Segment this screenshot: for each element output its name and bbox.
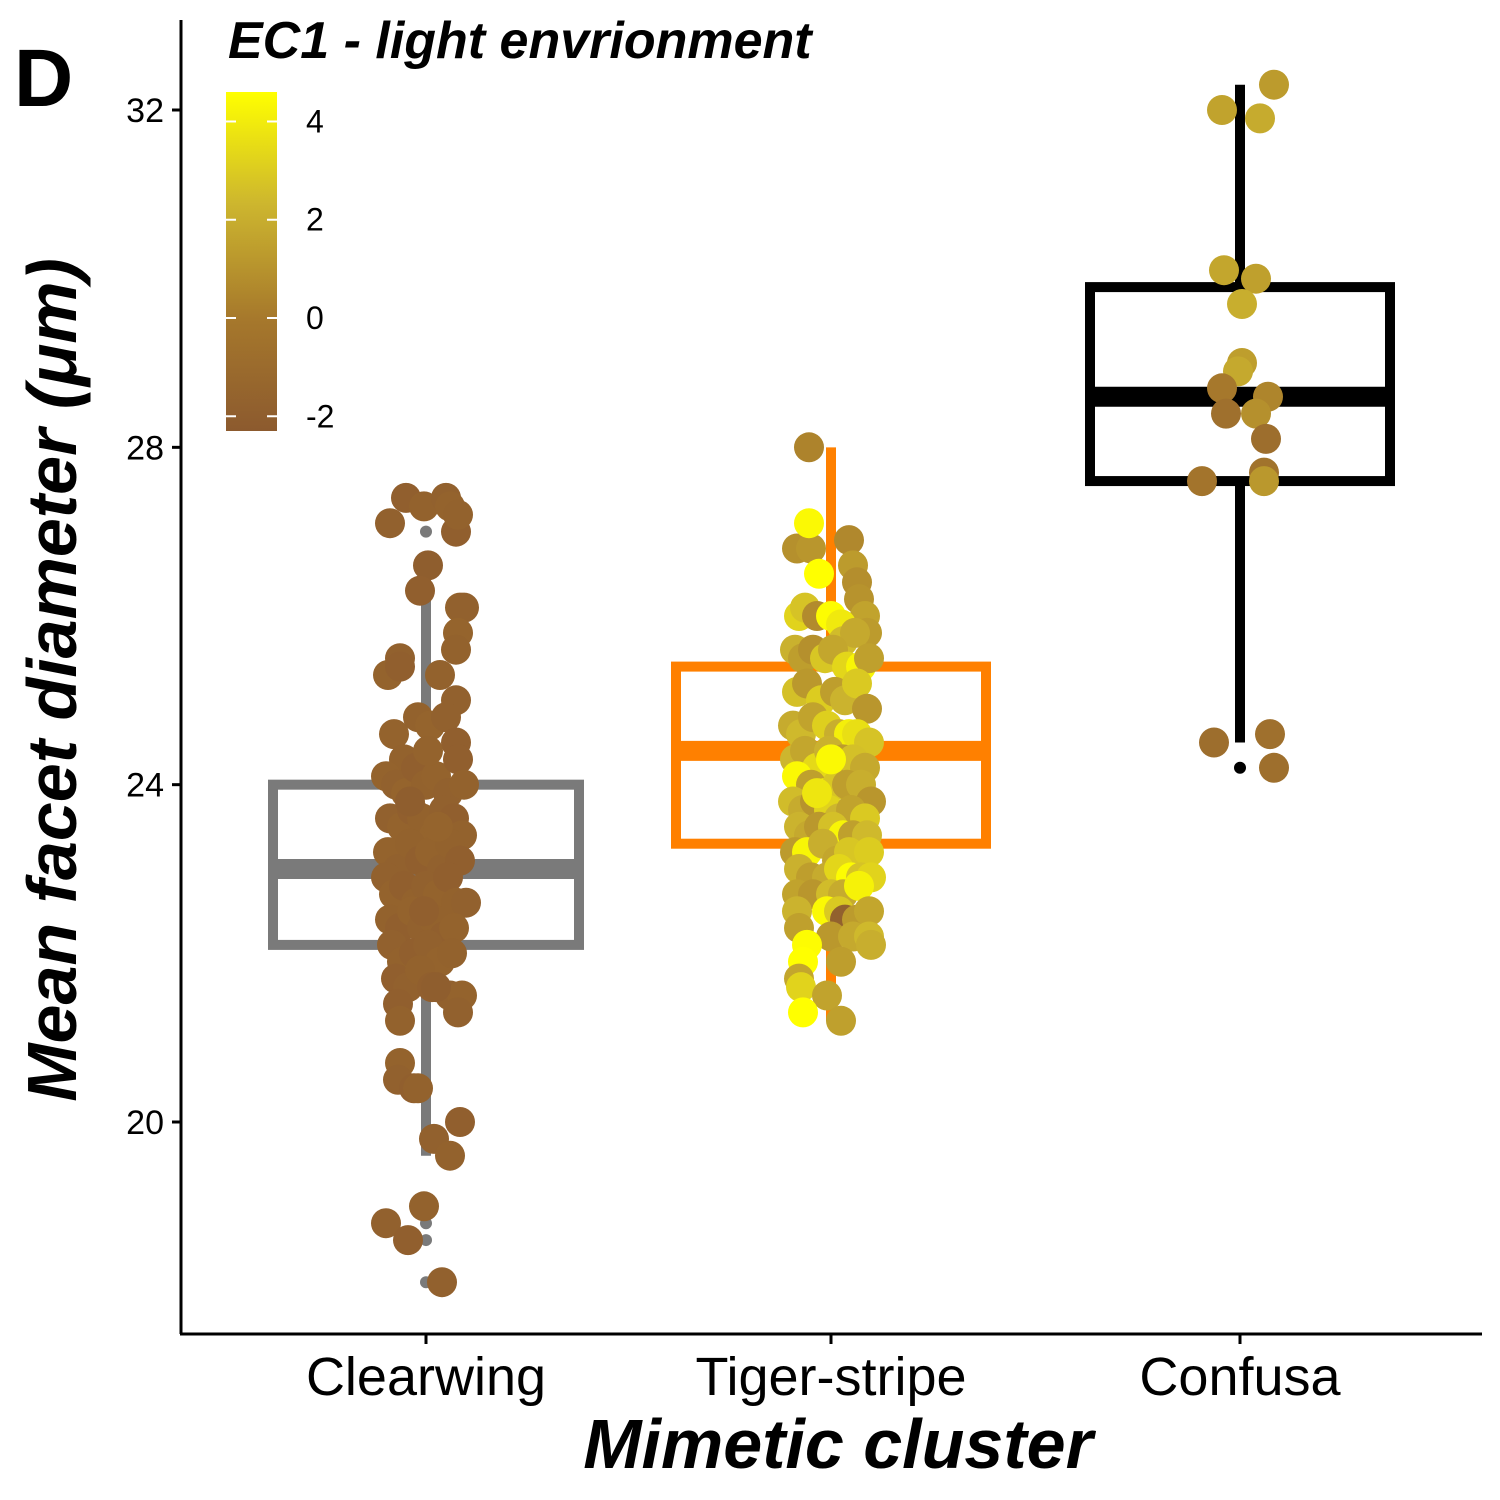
data-point — [816, 744, 846, 775]
data-point — [449, 592, 479, 623]
x-category-label: Tiger-stripe — [695, 1347, 966, 1407]
data-point — [1241, 398, 1271, 429]
data-point — [802, 778, 832, 809]
data-point — [1227, 289, 1257, 319]
panel-letter: D — [14, 33, 73, 124]
y-tick-label: 32 — [126, 92, 164, 130]
y-tick-label: 28 — [126, 429, 164, 467]
legend-tick-label: -2 — [306, 398, 334, 434]
data-point — [425, 660, 455, 690]
y-ticks: 20 24 28 32 — [126, 92, 181, 1142]
data-point — [375, 508, 405, 539]
data-point — [437, 938, 467, 969]
data-point — [816, 921, 846, 952]
data-point — [1207, 373, 1237, 404]
legend-ticks: 4 2 0 -2 — [226, 103, 334, 434]
data-point — [439, 913, 469, 943]
legend-title: EC1 - light envrionment — [228, 12, 814, 70]
data-point — [385, 1005, 415, 1036]
data-point — [856, 929, 886, 960]
data-point — [449, 769, 479, 800]
data-point — [842, 668, 872, 699]
data-point — [1207, 95, 1237, 125]
data-point — [794, 508, 824, 539]
data-point — [1241, 263, 1271, 294]
outlier-point — [1234, 761, 1246, 774]
data-point — [804, 558, 834, 589]
data-point — [796, 533, 826, 564]
data-point — [451, 887, 481, 918]
data-point — [403, 1073, 433, 1104]
data-point — [445, 1107, 475, 1137]
box-body — [1085, 282, 1395, 487]
outlier-point — [420, 525, 432, 538]
x-category-label: Confusa — [1139, 1347, 1341, 1407]
data-point — [409, 896, 439, 927]
data-point — [441, 634, 471, 665]
data-point — [854, 896, 884, 927]
data-point — [788, 997, 818, 1028]
data-point — [405, 575, 435, 606]
data-point — [443, 997, 473, 1028]
outlier-point — [420, 1234, 432, 1247]
data-point — [826, 946, 856, 977]
y-tick-label: 20 — [126, 1104, 164, 1142]
data-point — [812, 980, 842, 1011]
data-point — [1245, 103, 1275, 134]
data-point — [786, 972, 816, 1003]
data-point — [395, 786, 425, 817]
data-point — [1259, 69, 1289, 100]
data-point — [1251, 423, 1281, 454]
legend-tick-label: 4 — [306, 103, 324, 139]
data-point — [840, 617, 870, 648]
data-point — [852, 693, 882, 724]
data-point — [1259, 752, 1289, 783]
data-point — [443, 744, 473, 775]
data-point — [443, 499, 473, 530]
data-point — [413, 735, 443, 766]
data-point — [826, 1005, 856, 1036]
data-point — [379, 719, 409, 750]
data-point — [1249, 466, 1279, 497]
x-ticks: Clearwing Tiger-stripe Confusa — [306, 1334, 1342, 1407]
y-tick-label: 24 — [126, 767, 164, 805]
x-axis-title: Mimetic cluster — [583, 1405, 1096, 1483]
data-point — [1209, 255, 1239, 286]
data-point — [385, 651, 415, 682]
legend-tick-label: 0 — [306, 300, 324, 336]
data-point — [421, 972, 451, 1003]
data-point — [409, 1191, 439, 1222]
data-point — [371, 1208, 401, 1239]
data-point — [435, 1140, 465, 1171]
data-point — [393, 1225, 423, 1256]
y-axis-title: Mean facet diameter (μm) — [13, 258, 91, 1102]
data-point — [844, 870, 874, 901]
data-point — [413, 550, 443, 581]
data-point — [431, 702, 461, 733]
data-point — [1255, 719, 1285, 750]
color-legend: EC1 - light envrionment 4 2 0 -2 — [226, 12, 814, 434]
data-point — [423, 811, 453, 842]
x-category-label: Clearwing — [306, 1347, 546, 1407]
data-point — [1187, 466, 1217, 497]
data-points — [371, 69, 1289, 1298]
legend-tick-label: 2 — [306, 202, 324, 238]
data-point — [854, 837, 884, 868]
colorbar — [226, 92, 277, 431]
data-point — [1199, 727, 1229, 758]
data-point — [854, 643, 884, 674]
data-point — [433, 862, 463, 893]
data-point — [834, 525, 864, 556]
data-point — [794, 432, 824, 463]
box-confusa — [1085, 84, 1395, 774]
data-point — [1211, 398, 1241, 429]
data-point — [427, 1267, 457, 1298]
